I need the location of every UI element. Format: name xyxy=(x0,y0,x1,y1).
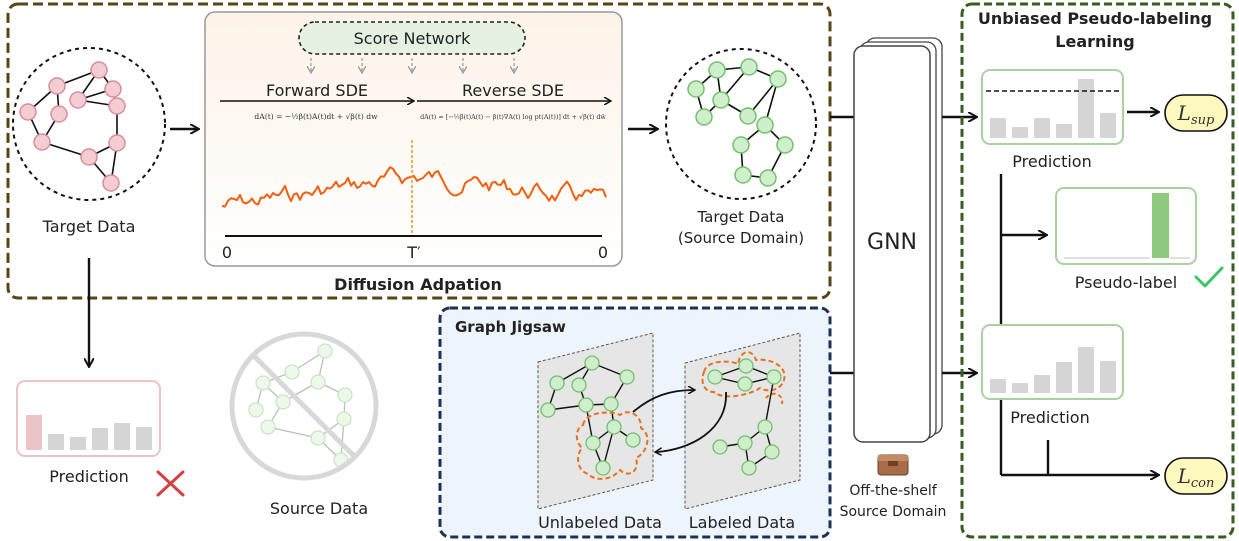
loss-sup: Lsup xyxy=(1177,101,1215,128)
source-data-graph xyxy=(248,343,353,468)
gnn-block xyxy=(853,45,931,443)
unlabeled-puzzle-piece xyxy=(575,411,649,480)
target-graph xyxy=(27,69,118,184)
loss-sup-subscript: sup xyxy=(1191,113,1215,128)
score-network-arrows xyxy=(311,58,514,72)
prediction-bottom-label: Prediction xyxy=(1010,408,1089,427)
cross-icon xyxy=(156,470,185,497)
source-data-label: Source Data xyxy=(270,499,368,518)
forward-sde-equation: dA(t) = −½β(t)A(t)dt + √β(t) dw xyxy=(254,112,378,121)
loss-con: Lcon xyxy=(1177,464,1215,491)
jigsaw-swap-arrow-bottom xyxy=(656,391,727,452)
target-data-label: Target Data xyxy=(42,217,136,236)
prediction-bottom-bars xyxy=(990,347,1116,393)
loss-con-box xyxy=(1164,457,1228,495)
gnn-caption-line1: Off-the-shelf xyxy=(849,483,937,499)
adapted-graph-label-line1: Target Data xyxy=(697,208,785,226)
labeled-puzzle-hole xyxy=(765,392,784,405)
jigsaw-swap-arrow-top xyxy=(632,390,694,413)
prediction-left-label: Prediction xyxy=(49,467,128,486)
adapted-graph-circle xyxy=(665,48,817,200)
time-axis-mid: T′ xyxy=(406,243,421,262)
score-network-box xyxy=(298,21,526,55)
pseudo-label-box xyxy=(1055,187,1197,265)
target-graph-circle xyxy=(12,47,166,201)
prediction-left-bars xyxy=(26,415,152,450)
diffusion-trajectory xyxy=(221,166,607,208)
time-axis-end: 0 xyxy=(598,243,608,262)
target-graph-nodes xyxy=(19,61,126,192)
diffusion-panel xyxy=(204,11,623,267)
loss-sup-symbol: L xyxy=(1177,101,1191,125)
diffusion-region xyxy=(6,2,832,300)
forward-sde-label: Forward SDE xyxy=(266,81,368,100)
score-network-label: Score Network xyxy=(354,29,471,48)
graph-jigsaw-title: Graph Jigsaw xyxy=(455,318,566,336)
check-icon xyxy=(1194,266,1224,288)
unbiased-title-line1: Unbiased Pseudo-labeling xyxy=(978,9,1212,28)
gnn-label: GNN xyxy=(867,230,917,255)
pseudo-label-label: Pseudo-label xyxy=(1075,273,1177,292)
adapted-graph-label-line2: (Source Domain) xyxy=(678,229,804,247)
prediction-top-label: Prediction xyxy=(1012,152,1091,171)
source-box-icon xyxy=(877,454,909,476)
labeled-graph-nodes xyxy=(707,358,782,476)
reverse-sde-label: Reverse SDE xyxy=(462,81,564,100)
labeled-puzzle-piece xyxy=(701,351,786,398)
time-axis-start: 0 xyxy=(222,243,232,262)
unbiased-region xyxy=(960,2,1235,539)
loss-con-symbol: L xyxy=(1177,464,1191,488)
adapted-graph-nodes xyxy=(687,58,794,187)
gnn-caption-line2: Source Domain xyxy=(840,504,947,520)
unlabeled-data-label: Unlabeled Data xyxy=(538,513,662,532)
prediction-top-bars xyxy=(990,79,1116,138)
unbiased-title-line2: Learning xyxy=(1055,32,1134,51)
labeled-data-label: Labeled Data xyxy=(689,513,795,532)
diffusion-title: Diffusion Adpation xyxy=(334,275,502,294)
loss-con-subscript: con xyxy=(1191,476,1214,491)
loss-sup-box xyxy=(1164,94,1228,132)
unlabeled-graph-nodes xyxy=(540,355,641,476)
reverse-sde-equation: dA(t) = [−½β(t)A(t) − β(t)∇A(t) log pt(A… xyxy=(420,113,606,121)
pseudo-label-bars xyxy=(1064,193,1190,259)
prohibited-icon xyxy=(229,331,379,481)
